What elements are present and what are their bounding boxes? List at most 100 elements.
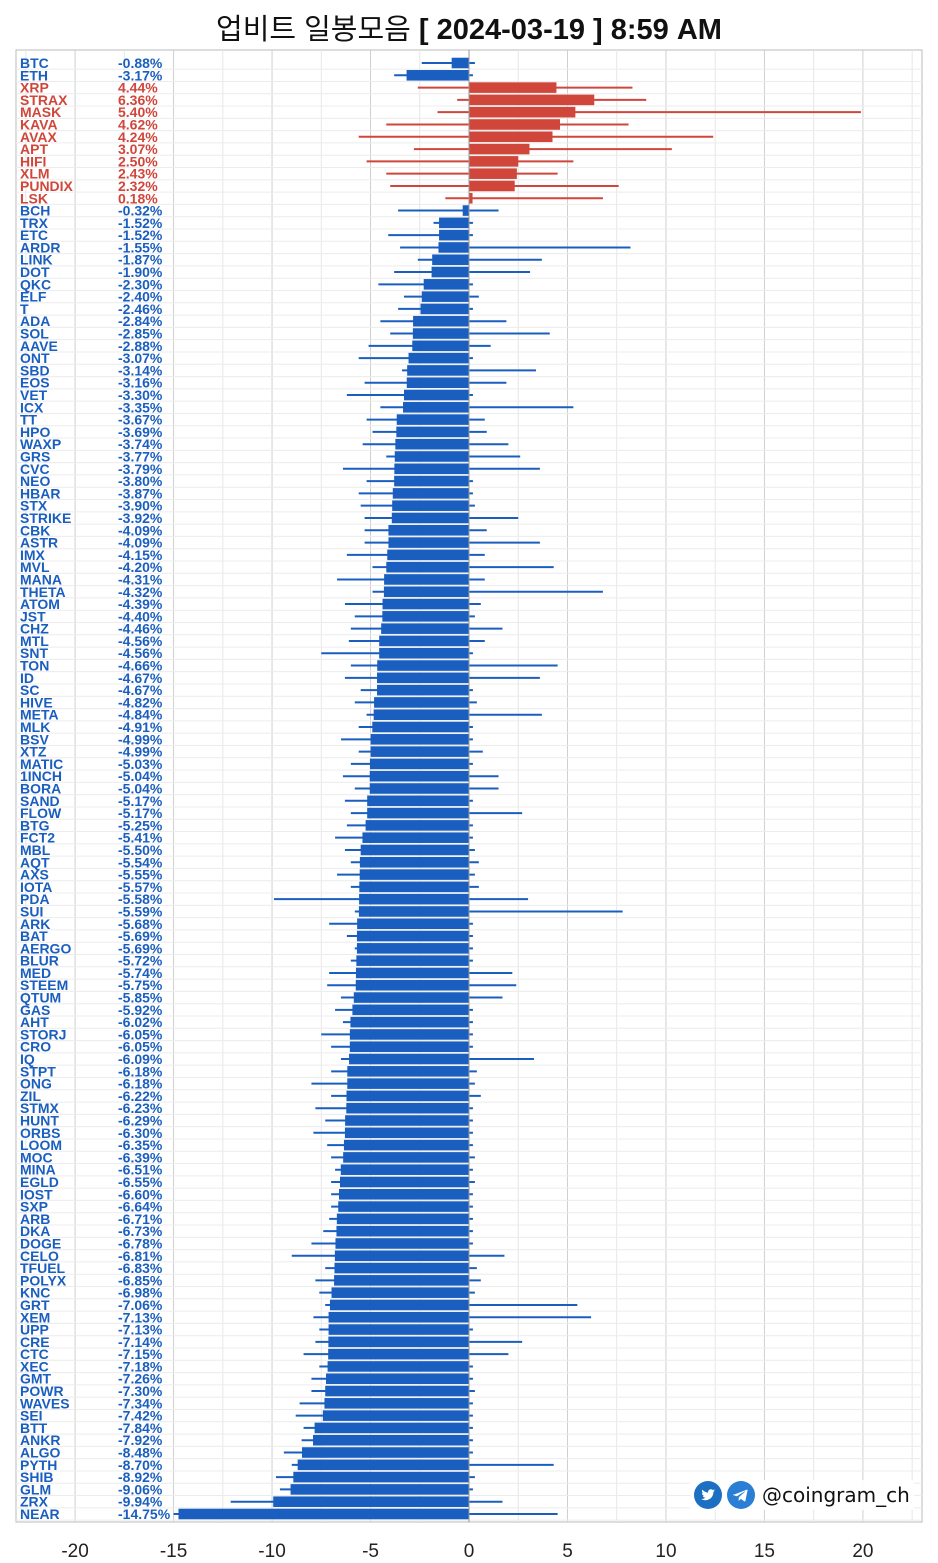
change-bar	[392, 500, 469, 511]
coin-label: GAS	[20, 1002, 50, 1018]
change-label: -5.41%	[118, 830, 163, 846]
bar-row: UPP -7.13%	[20, 1322, 473, 1338]
bar-row: ARDR -1.55%	[20, 239, 631, 255]
change-label: -6.78%	[118, 1235, 163, 1251]
coin-label: ICX	[20, 399, 44, 415]
x-axis-ticks: -20 -15 -10 -5 0 5 10 15 20	[61, 1541, 873, 1562]
x-tick-label: -20	[61, 1541, 88, 1562]
change-label: -4.39%	[118, 596, 163, 612]
change-label: -7.18%	[118, 1358, 163, 1374]
change-bar	[388, 537, 469, 548]
bar-row: WAVES -7.34%	[20, 1395, 473, 1411]
bar-row: META -4.84%	[20, 707, 542, 723]
change-label: -6.83%	[118, 1260, 163, 1276]
coin-label: WAXP	[20, 436, 61, 452]
change-label: -7.34%	[118, 1395, 163, 1411]
coin-label: XEM	[20, 1309, 50, 1325]
change-bar	[350, 1016, 469, 1028]
bar-row: XRP 4.44%	[20, 80, 633, 96]
change-label: -6.18%	[118, 1076, 163, 1092]
coin-label: ONG	[20, 1076, 52, 1092]
change-label: -5.85%	[118, 990, 163, 1006]
coin-label: STORJ	[20, 1026, 66, 1042]
bar-row: PDA -5.58%	[20, 891, 529, 907]
change-bar	[377, 684, 469, 696]
change-label: 4.24%	[118, 129, 158, 145]
coin-label: LSK	[20, 190, 48, 206]
change-label: -1.90%	[118, 264, 163, 280]
coin-label: ARDR	[20, 239, 60, 255]
change-bar	[387, 549, 469, 561]
change-label: -1.52%	[118, 227, 163, 243]
bar-row: SC -4.67%	[20, 682, 473, 698]
coin-label: AQT	[20, 854, 50, 870]
coin-label: MLK	[20, 719, 50, 735]
coin-label: KNC	[20, 1285, 50, 1301]
coin-label: HUNT	[20, 1113, 59, 1129]
change-bar	[394, 451, 469, 462]
coin-label: SEI	[20, 1408, 43, 1424]
bar-row: MBL -5.50%	[20, 842, 475, 858]
change-bar	[359, 893, 469, 905]
change-bar	[391, 512, 469, 524]
bar-row: AXS -5.55%	[20, 867, 475, 883]
bar-row: HPO -3.69%	[20, 424, 487, 440]
change-bar	[359, 881, 469, 893]
change-bar	[382, 598, 469, 610]
coin-label: AVAX	[20, 129, 57, 145]
bar-row: FCT2 -5.41%	[20, 830, 473, 846]
coin-label: POWR	[20, 1383, 64, 1399]
x-tick-label: 0	[464, 1541, 475, 1562]
change-label: -4.56%	[118, 645, 163, 661]
coin-label: AERGO	[20, 940, 71, 956]
change-bar	[358, 906, 469, 917]
bar-row: CHZ -4.46%	[20, 621, 503, 637]
coin-label: GMT	[20, 1371, 52, 1387]
change-label: -5.04%	[118, 768, 163, 784]
bar-row: LSK 0.18%	[20, 190, 603, 206]
change-bar	[344, 1127, 469, 1139]
bar-row: JST -4.40%	[20, 608, 475, 624]
coin-label: ZRX	[20, 1494, 49, 1510]
change-label: -4.09%	[118, 535, 163, 551]
change-label: -6.29%	[118, 1113, 163, 1129]
bar-row: DKA -6.73%	[20, 1223, 473, 1239]
coin-label: ADA	[20, 313, 50, 329]
change-label: 2.43%	[118, 166, 158, 182]
change-bar	[349, 1053, 469, 1065]
change-label: -3.90%	[118, 498, 163, 514]
change-label: -5.69%	[118, 940, 163, 956]
change-label: -3.74%	[118, 436, 163, 452]
coin-label: MOC	[20, 1149, 53, 1165]
x-tick-label: 10	[655, 1541, 676, 1562]
change-bar	[396, 414, 469, 425]
change-bar	[353, 992, 469, 1003]
coin-label: HIVE	[20, 694, 53, 710]
change-label: -3.79%	[118, 461, 163, 477]
bar-row: STRAX 6.36%	[20, 92, 647, 108]
bar-row: GAS -5.92%	[20, 1002, 473, 1018]
x-tick-label: 15	[754, 1541, 775, 1562]
coin-label: WAVES	[20, 1395, 70, 1411]
bar-row: MED -5.74%	[20, 965, 513, 981]
change-label: -5.69%	[118, 928, 163, 944]
coin-label: NEO	[20, 473, 50, 489]
change-bar	[403, 402, 469, 413]
coin-label: CTC	[20, 1346, 49, 1362]
change-label: 2.32%	[118, 178, 158, 194]
change-label: -3.17%	[118, 67, 163, 83]
change-label: -5.25%	[118, 817, 163, 833]
bar-row: EGLD -6.55%	[20, 1174, 475, 1190]
coin-label: DOT	[20, 264, 50, 280]
change-label: -14.75%	[118, 1506, 171, 1522]
coin-label: JST	[20, 608, 46, 624]
watermark-handle: @coingram_ch	[762, 1483, 910, 1507]
change-label: -0.32%	[118, 203, 163, 219]
change-label: -5.72%	[118, 953, 163, 969]
coin-label: ORBS	[20, 1125, 60, 1141]
coin-label: IOST	[20, 1186, 53, 1202]
change-label: -4.67%	[118, 682, 163, 698]
bar-row: SUI -5.59%	[20, 903, 623, 919]
coin-label: STMX	[20, 1100, 60, 1116]
change-bar	[383, 586, 469, 598]
